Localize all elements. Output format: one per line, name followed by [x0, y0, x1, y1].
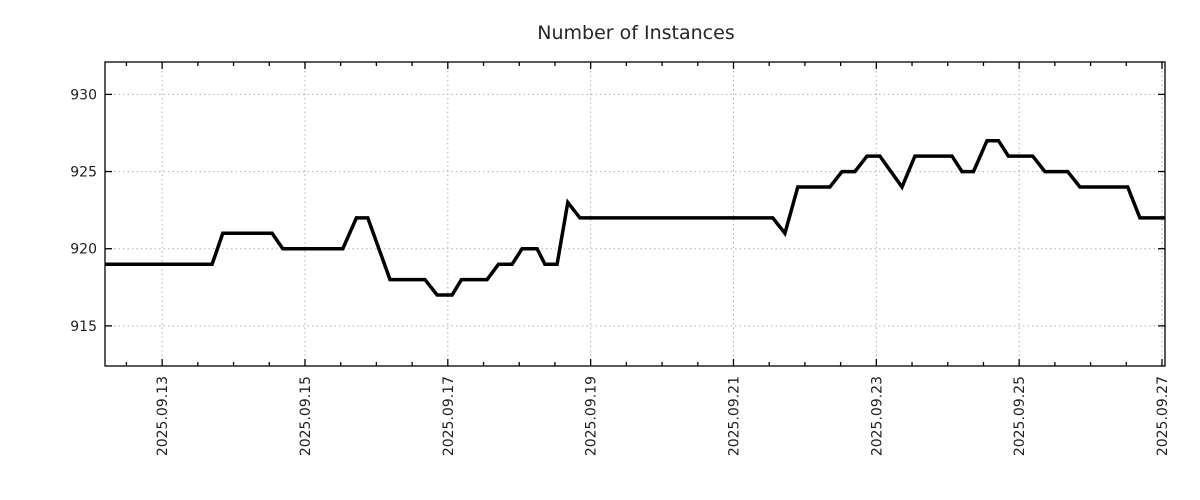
tick-layer — [105, 62, 1165, 366]
x-tick-label: 2025.09.19 — [584, 376, 600, 456]
x-tick-label: 2025.09.25 — [1012, 376, 1028, 456]
plot-border — [104, 61, 1166, 367]
x-tick-label: 2025.09.23 — [869, 376, 885, 456]
y-tick-label: 930 — [70, 87, 97, 103]
x-tick-label: 2025.09.27 — [1155, 376, 1171, 456]
x-tick-label: 2025.09.15 — [298, 376, 314, 456]
plot-frame — [104, 61, 1166, 367]
x-tick-label: 2025.09.17 — [441, 376, 457, 456]
grid-layer — [105, 62, 1165, 366]
x-tick-label: 2025.09.13 — [155, 376, 171, 456]
y-tick-label: 920 — [70, 242, 97, 258]
y-tick-label: 915 — [70, 319, 97, 335]
axis-labels: 915 920 925 930 2025.09.13 2025.09.15 2025.09.… — [70, 87, 1171, 456]
chart-title: Number of Instances — [537, 22, 734, 44]
series-line-instances — [105, 138, 1165, 297]
x-tick-label: 2025.09.21 — [726, 376, 742, 456]
y-tick-label: 925 — [70, 165, 97, 181]
series-layer — [105, 138, 1165, 297]
